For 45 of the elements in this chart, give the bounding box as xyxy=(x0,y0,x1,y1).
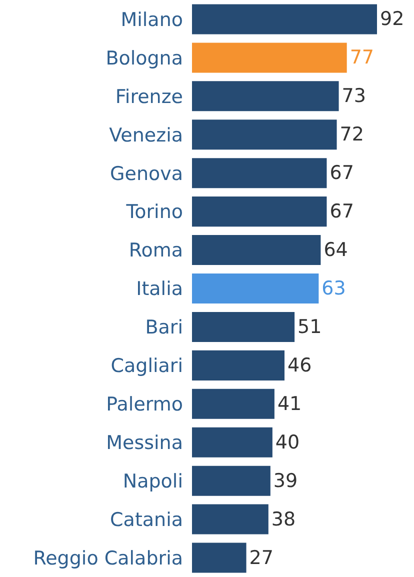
y-tick-label: Venezia xyxy=(109,124,183,146)
data-label: 41 xyxy=(277,392,302,415)
y-tick-label: Bologna xyxy=(106,47,183,70)
bar xyxy=(192,42,347,73)
data-label: 40 xyxy=(275,431,300,454)
y-tick-label: Bari xyxy=(145,316,183,339)
data-label: 51 xyxy=(298,316,322,338)
y-tick-label: Reggio Calabria xyxy=(33,547,183,570)
bar xyxy=(192,235,321,266)
bar xyxy=(192,466,270,496)
y-tick-label: Milano xyxy=(120,8,183,31)
bar xyxy=(192,312,295,342)
data-label: 67 xyxy=(330,200,354,223)
bar xyxy=(192,158,327,188)
bar xyxy=(192,350,284,380)
y-tick-label: Torino xyxy=(125,201,183,224)
y-tick-label: Roma xyxy=(128,240,183,262)
y-tick-label: Napoli xyxy=(122,470,183,492)
bar xyxy=(192,81,339,112)
y-tick-label: Catania xyxy=(110,508,183,531)
bar xyxy=(192,120,337,150)
data-label: 67 xyxy=(330,162,354,184)
y-tick-label: Italia xyxy=(136,278,183,300)
data-label: 38 xyxy=(271,508,296,530)
bar xyxy=(192,196,327,227)
bar xyxy=(192,388,274,419)
data-label: 27 xyxy=(249,546,274,569)
data-label: 39 xyxy=(273,470,298,492)
bar xyxy=(192,4,377,34)
bar xyxy=(192,542,246,573)
data-label: 73 xyxy=(342,85,366,108)
bar xyxy=(192,504,268,534)
data-label: 63 xyxy=(322,278,346,300)
y-tick-label: Firenze xyxy=(115,86,183,108)
y-tick-label: Cagliari xyxy=(110,355,183,378)
data-label: 64 xyxy=(324,239,348,262)
data-label: 72 xyxy=(340,124,364,146)
data-label: 46 xyxy=(288,354,312,376)
bar xyxy=(192,427,272,458)
bar xyxy=(192,274,319,304)
data-label: 92 xyxy=(380,8,404,30)
y-tick-label: Messina xyxy=(106,432,183,454)
y-tick-label: Genova xyxy=(110,162,183,185)
data-label: 77 xyxy=(350,46,374,69)
y-tick-label: Palermo xyxy=(106,394,183,416)
